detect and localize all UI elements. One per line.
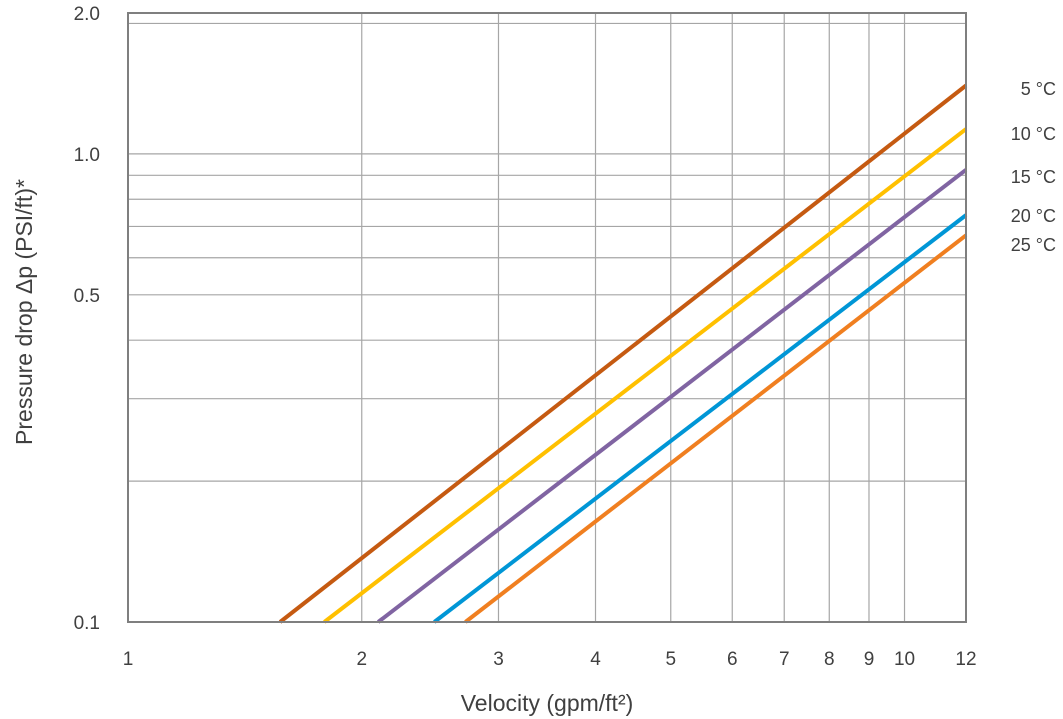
series-label: 15 °C (1011, 167, 1056, 187)
series-lines (278, 83, 968, 624)
x-tick-label: 2 (356, 649, 367, 670)
x-tick-label: 5 (665, 649, 676, 670)
series-label: 10 °C (1011, 124, 1056, 144)
y-axis-title: Pressure drop Δp (PSI/ft)* (11, 179, 37, 445)
series-label: 20 °C (1011, 206, 1056, 226)
series-line (376, 168, 968, 624)
x-tick-label: 3 (493, 649, 504, 670)
x-tick-label: 1 (123, 649, 134, 670)
series-line (433, 213, 968, 624)
x-tick-labels: 1 2 3 4 5 6 7 8 9 10 12 (123, 649, 977, 670)
x-tick-label: 9 (864, 649, 875, 670)
y-tick-labels: 0.1 0.5 1.0 2.0 (74, 4, 100, 634)
grid (128, 13, 966, 622)
x-tick-label: 8 (824, 649, 835, 670)
y-tick-label: 2.0 (74, 4, 100, 25)
series-line (278, 83, 968, 624)
x-tick-label: 12 (955, 649, 976, 670)
series-labels: 5 °C 10 °C 15 °C 20 °C 25 °C (1011, 79, 1056, 255)
x-tick-label: 6 (727, 649, 738, 670)
series-line (323, 127, 968, 624)
x-tick-label: 10 (894, 649, 915, 670)
series-line (464, 233, 968, 624)
series-label: 5 °C (1021, 79, 1056, 99)
plot-frame (127, 12, 967, 623)
x-tick-label: 4 (590, 649, 601, 670)
y-tick-label: 1.0 (74, 145, 100, 166)
x-tick-label: 7 (779, 649, 790, 670)
y-tick-label: 0.1 (74, 613, 100, 634)
x-axis-title: Velocity (gpm/ft²) (461, 690, 634, 716)
y-tick-label: 0.5 (74, 286, 100, 307)
series-label: 25 °C (1011, 235, 1056, 255)
